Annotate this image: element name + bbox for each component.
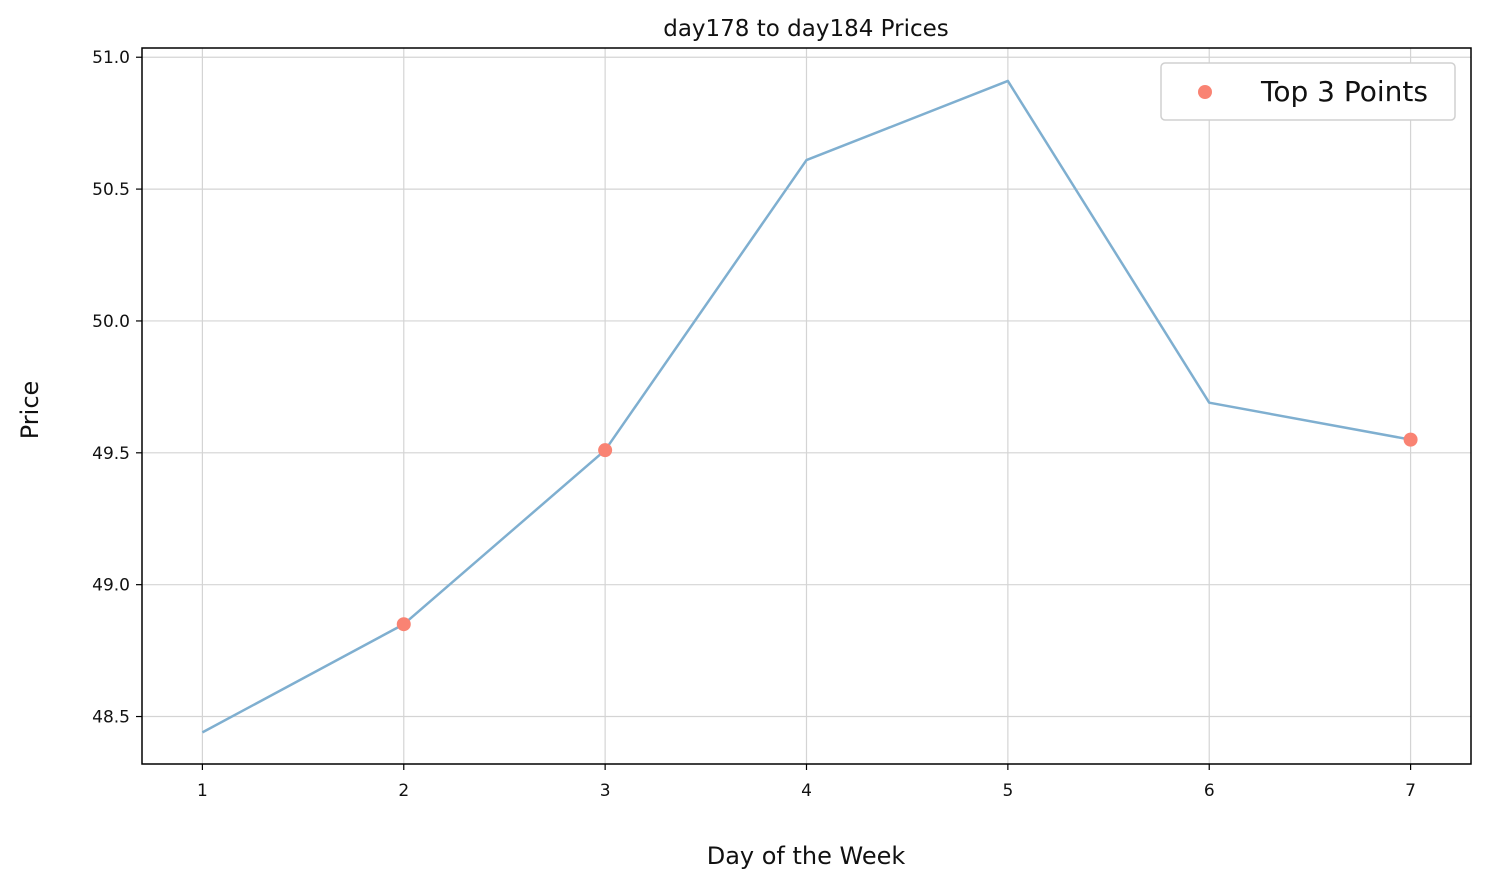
y-tick-label: 49.5	[92, 444, 130, 464]
y-tick-label: 48.5	[92, 708, 130, 728]
highlight-point	[598, 443, 613, 458]
y-tick-label: 51.0	[92, 48, 130, 68]
x-tick-label: 4	[801, 781, 812, 801]
x-tick-label: 6	[1204, 781, 1215, 801]
chart-title: day178 to day184 Prices	[663, 16, 949, 42]
legend-marker	[1198, 85, 1212, 99]
highlight-point	[1403, 432, 1418, 447]
y-axis-ticks: 48.5 49.0 49.5 50.0 50.5 51.0	[92, 48, 142, 728]
y-tick-label: 50.5	[92, 180, 130, 200]
x-tick-label: 2	[398, 781, 409, 801]
highlight-points-layer	[396, 432, 1418, 632]
legend: Top 3 Points	[1160, 62, 1456, 121]
x-tick-label: 1	[197, 781, 208, 801]
y-tick-label: 50.0	[92, 312, 130, 332]
highlight-point	[396, 617, 411, 632]
legend-label: Top 3 Points	[1260, 75, 1428, 108]
x-tick-label: 5	[1002, 781, 1013, 801]
y-axis-label: Price	[16, 381, 44, 440]
x-axis-ticks: 1 2 3 4 5 6 7	[197, 764, 1416, 801]
x-tick-label: 7	[1405, 781, 1416, 801]
y-tick-label: 49.0	[92, 576, 130, 596]
legend-box	[1160, 62, 1456, 121]
grid-lines	[142, 48, 1471, 764]
x-tick-label: 3	[600, 781, 611, 801]
x-axis-label: Day of the Week	[707, 842, 906, 870]
